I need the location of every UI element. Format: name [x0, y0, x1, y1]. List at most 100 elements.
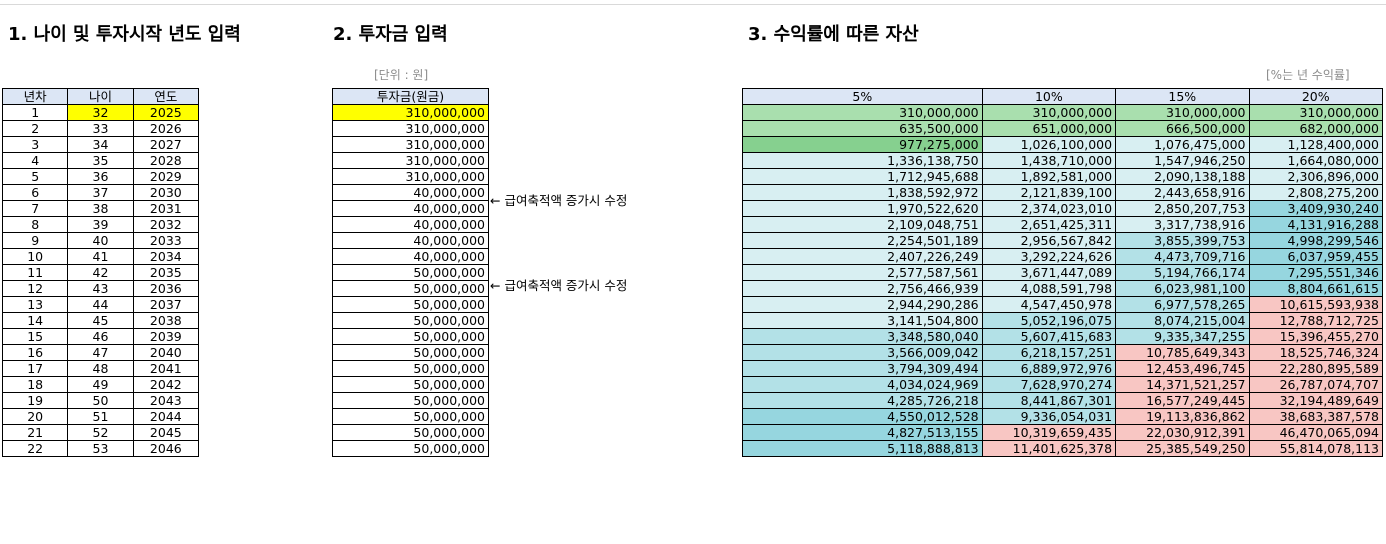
sheet-column-strip: [0, 0, 1386, 5]
principal-cell[interactable]: 50,000,000: [332, 312, 489, 329]
principal-cell[interactable]: 40,000,000: [332, 200, 489, 217]
year-cell: 2033: [132, 232, 200, 249]
asset-cell-10pct: 9,336,054,031: [981, 408, 1117, 425]
principal-cell[interactable]: 50,000,000: [332, 296, 489, 313]
asset-cell-20pct: 2,808,275,200: [1248, 184, 1384, 201]
year-index-cell: 7: [1, 200, 69, 217]
asset-cell-5pct: 4,550,012,528: [742, 408, 983, 425]
principal-cell[interactable]: 50,000,000: [332, 408, 489, 425]
asset-cell-5pct: 2,944,290,286: [742, 296, 983, 313]
principal-cell[interactable]: 40,000,000: [332, 248, 489, 265]
asset-cell-15pct: 22,030,912,391: [1115, 424, 1250, 441]
principal-cell[interactable]: 310,000,000: [332, 152, 489, 169]
principal-cell[interactable]: 50,000,000: [332, 376, 489, 393]
asset-cell-5pct: 2,577,587,561: [742, 264, 983, 281]
asset-cell-15pct: 19,113,836,862: [1115, 408, 1250, 425]
header-year-index: 년차: [1, 88, 69, 105]
age-cell: 44: [67, 296, 134, 313]
asset-cell-20pct: 682,000,000: [1248, 120, 1384, 137]
principal-cell[interactable]: 50,000,000: [332, 280, 489, 297]
asset-cell-15pct: 12,453,496,745: [1115, 360, 1250, 377]
asset-cell-20pct: 4,998,299,546: [1248, 232, 1384, 249]
year-cell[interactable]: 2025: [132, 104, 200, 121]
age-cell: 43: [67, 280, 134, 297]
asset-cell-5pct: 2,756,466,939: [742, 280, 983, 297]
header-rate-10: 10%: [981, 88, 1117, 105]
year-index-cell: 20: [1, 408, 69, 425]
asset-cell-15pct: 25,385,549,250: [1115, 440, 1250, 457]
header-rate-5: 5%: [742, 88, 983, 105]
principal-cell[interactable]: 310,000,000: [332, 104, 489, 121]
asset-cell-10pct: 1,438,710,000: [981, 152, 1117, 169]
asset-cell-5pct: 310,000,000: [742, 104, 983, 121]
principal-cell[interactable]: 50,000,000: [332, 328, 489, 345]
table-row: 5,118,888,813 11,401,625,378 25,385,549,25…: [742, 440, 1384, 457]
year-cell: 2031: [132, 200, 200, 217]
table-row: 14 45 2038: [1, 312, 200, 329]
age-cell: 52: [67, 424, 134, 441]
table-row: 2,577,587,561 3,671,447,089 5,194,766,174 7…: [742, 264, 1384, 281]
asset-cell-15pct: 4,473,709,716: [1115, 248, 1250, 265]
age-cell: 38: [67, 200, 134, 217]
table-row: 310,000,000 310,000,000 310,000,000 310,000…: [742, 104, 1384, 121]
table-row: 6 37 2030: [1, 184, 200, 201]
asset-cell-20pct: 26,787,074,707: [1248, 376, 1384, 393]
table-row: 50,000,000: [332, 440, 489, 457]
year-cell: 2036: [132, 280, 200, 297]
principal-cell[interactable]: 40,000,000: [332, 216, 489, 233]
principal-cell[interactable]: 40,000,000: [332, 232, 489, 249]
table-row: 19 50 2043: [1, 392, 200, 409]
asset-cell-5pct: 3,794,309,494: [742, 360, 983, 377]
principal-cell[interactable]: 310,000,000: [332, 136, 489, 153]
edit-memo: ← 급여축적액 증가시 수정: [490, 193, 628, 208]
principal-cell[interactable]: 310,000,000: [332, 120, 489, 137]
principal-cell[interactable]: 50,000,000: [332, 264, 489, 281]
table-row: 4 35 2028: [1, 152, 200, 169]
asset-cell-15pct: 5,194,766,174: [1115, 264, 1250, 281]
asset-cell-10pct: 3,671,447,089: [981, 264, 1117, 281]
principal-cell[interactable]: 50,000,000: [332, 440, 489, 457]
asset-cell-15pct: 1,076,475,000: [1115, 136, 1250, 153]
table-row: 50,000,000: [332, 408, 489, 425]
asset-cell-10pct: 10,319,659,435: [981, 424, 1117, 441]
asset-cell-10pct: 310,000,000: [981, 104, 1117, 121]
table-row: 310,000,000: [332, 168, 489, 185]
asset-cell-5pct: 4,034,024,969: [742, 376, 983, 393]
asset-cell-10pct: 2,956,567,842: [981, 232, 1117, 249]
principal-cell[interactable]: 50,000,000: [332, 344, 489, 361]
table-row: 12 43 2036: [1, 280, 200, 297]
principal-cell[interactable]: 40,000,000: [332, 184, 489, 201]
age-cell: 45: [67, 312, 134, 329]
table-row: 50,000,000: [332, 344, 489, 361]
year-cell: 2034: [132, 248, 200, 265]
age-cell[interactable]: 32: [67, 104, 134, 121]
year-cell: 2026: [132, 120, 200, 137]
asset-cell-10pct: 2,121,839,100: [981, 184, 1117, 201]
table-row: 50,000,000: [332, 392, 489, 409]
asset-cell-10pct: 6,218,157,251: [981, 344, 1117, 361]
table-row: 50,000,000: [332, 312, 489, 329]
asset-cell-15pct: 16,577,249,445: [1115, 392, 1250, 409]
year-index-cell: 11: [1, 264, 69, 281]
asset-cell-20pct: 18,525,746,324: [1248, 344, 1384, 361]
year-cell: 2028: [132, 152, 200, 169]
principal-cell[interactable]: 50,000,000: [332, 392, 489, 409]
year-cell: 2035: [132, 264, 200, 281]
asset-cell-10pct: 5,052,196,075: [981, 312, 1117, 329]
asset-cell-15pct: 8,074,215,004: [1115, 312, 1250, 329]
asset-cell-15pct: 3,855,399,753: [1115, 232, 1250, 249]
principal-cell[interactable]: 50,000,000: [332, 360, 489, 377]
age-cell: 37: [67, 184, 134, 201]
principal-cell[interactable]: 310,000,000: [332, 168, 489, 185]
year-cell: 2039: [132, 328, 200, 345]
year-index-cell: 9: [1, 232, 69, 249]
year-index-cell: 15: [1, 328, 69, 345]
table-row: 1,970,522,620 2,374,023,010 2,850,207,753 3…: [742, 200, 1384, 217]
principal-cell[interactable]: 50,000,000: [332, 424, 489, 441]
age-cell: 51: [67, 408, 134, 425]
table-row: 50,000,000: [332, 280, 489, 297]
table-row: 50,000,000: [332, 360, 489, 377]
asset-cell-15pct: 666,500,000: [1115, 120, 1250, 137]
asset-cell-20pct: 46,470,065,094: [1248, 424, 1384, 441]
table-row: 40,000,000: [332, 248, 489, 265]
